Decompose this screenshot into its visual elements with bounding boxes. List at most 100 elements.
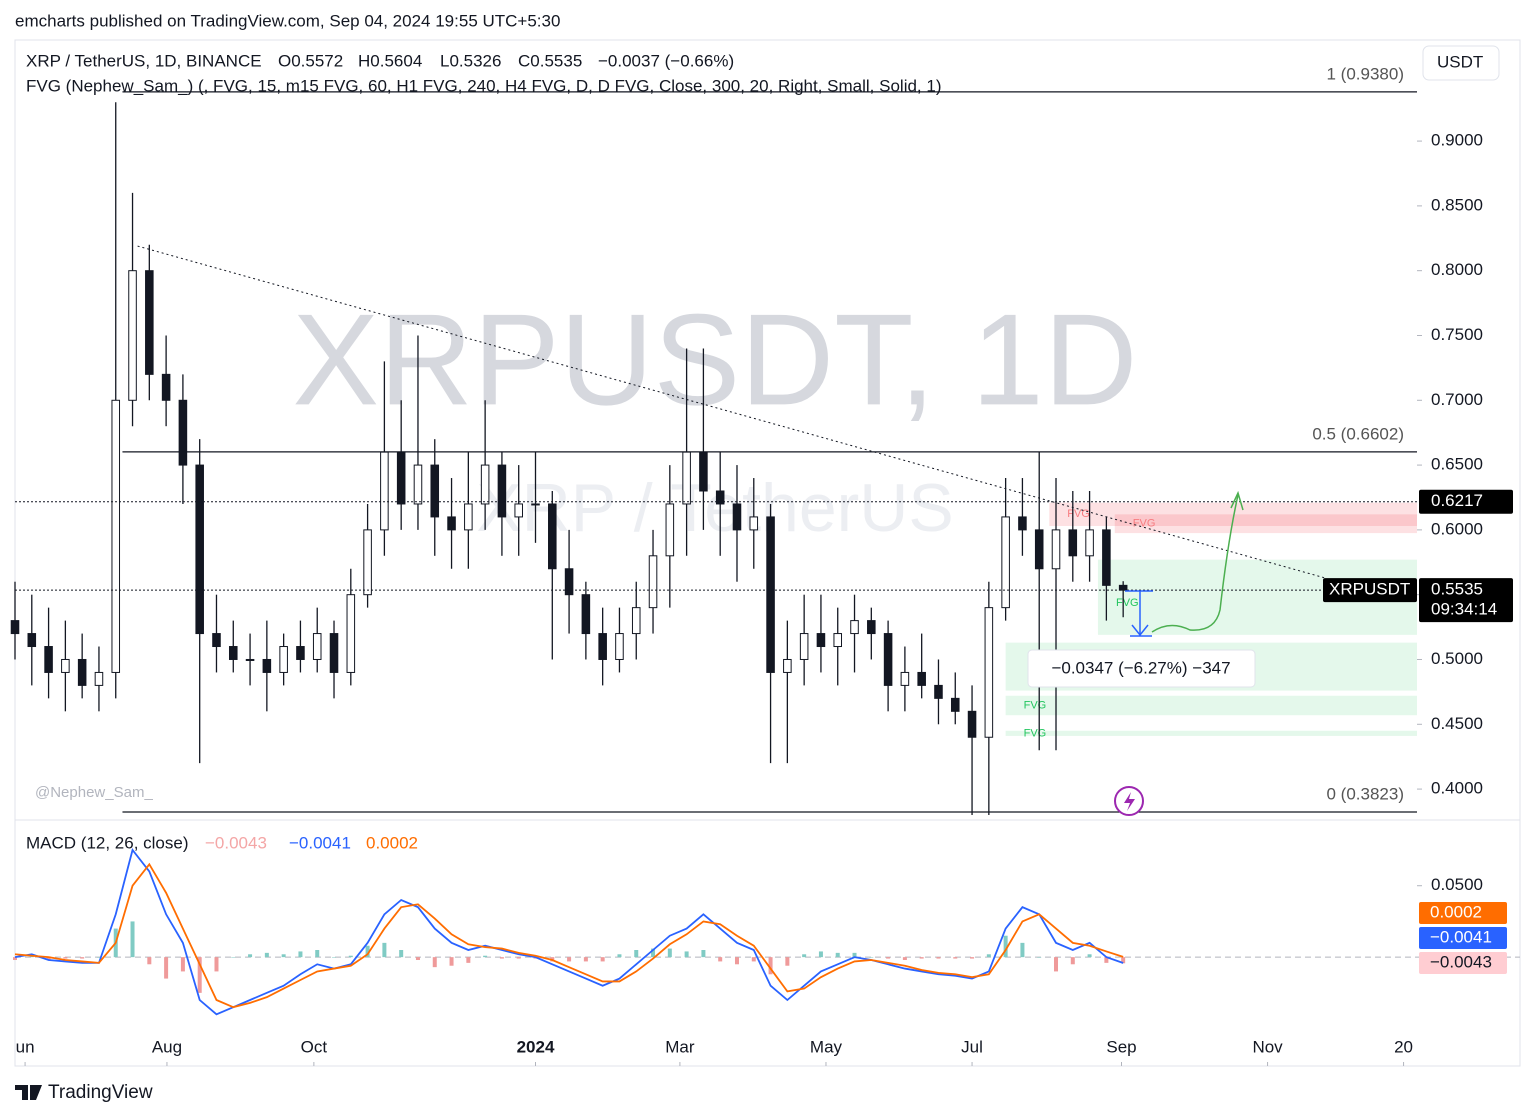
candle-body xyxy=(749,516,759,531)
histogram-bar xyxy=(634,950,639,958)
legend-value: 0.0002 xyxy=(366,833,418,852)
axis-value-box xyxy=(1419,927,1507,949)
candle-body xyxy=(984,607,994,738)
candle-body xyxy=(245,658,255,661)
axis-value-box xyxy=(1419,902,1507,924)
histogram-bar xyxy=(684,951,689,958)
histogram-bar xyxy=(869,957,874,958)
histogram-bar xyxy=(248,954,253,958)
histogram-bar xyxy=(214,957,219,972)
candle-body xyxy=(548,503,557,570)
y-tick-label: 0.6000 xyxy=(1431,519,1483,538)
histogram-bar xyxy=(466,957,471,963)
candle-body xyxy=(581,594,591,635)
legend-symbol: XRP / TetherUS, 1D, BINANCE xyxy=(26,51,262,70)
x-tick-label: Aug xyxy=(152,1037,182,1056)
histogram-bar xyxy=(365,945,370,958)
symbol-tag-box xyxy=(1323,578,1417,603)
y-tick-label: 0.6500 xyxy=(1431,455,1483,474)
histogram-bar xyxy=(600,957,605,962)
x-tick-label: 20 xyxy=(1394,1037,1413,1056)
candle-body xyxy=(1051,529,1061,570)
histogram-bar xyxy=(63,957,68,959)
candle-body xyxy=(598,633,607,660)
candle-body xyxy=(430,464,440,518)
macd-line xyxy=(14,848,1124,1016)
histogram-bar xyxy=(449,957,454,966)
histogram-bar xyxy=(970,957,975,959)
histogram-bar xyxy=(516,957,521,959)
histogram-bar xyxy=(483,955,488,958)
candle-body xyxy=(363,529,372,596)
histogram-bar xyxy=(1054,957,1059,972)
y-tick-label: 0.4500 xyxy=(1431,714,1483,733)
y-tick-label: 0.9000 xyxy=(1431,131,1483,150)
histogram-bar xyxy=(1003,935,1008,958)
histogram-bar xyxy=(348,955,353,958)
histogram-bar xyxy=(13,957,17,960)
histogram-bar xyxy=(667,948,672,958)
countdown: 09:34:14 xyxy=(1431,600,1497,619)
chart-frame xyxy=(14,39,1521,1067)
fvg-zone xyxy=(1005,730,1417,736)
candle-body xyxy=(497,464,507,518)
histogram-bar xyxy=(1070,957,1075,965)
currency-button[interactable] xyxy=(1422,45,1500,81)
candle-body xyxy=(161,373,171,401)
symbol-tag: XRPUSDT xyxy=(1329,580,1410,599)
watermark: XRPUSDT, 1D XRP / TetherUS xyxy=(292,286,1137,546)
histogram-bar xyxy=(1020,942,1025,958)
publish-header: emcharts published on TradingView.com, S… xyxy=(15,11,560,30)
histogram-bar xyxy=(382,942,387,958)
measure-box xyxy=(1027,649,1256,688)
histogram-bar xyxy=(919,957,924,959)
legend-high: H0.5604 xyxy=(358,51,422,70)
candle-body xyxy=(1068,529,1078,557)
candle-body xyxy=(1001,516,1010,609)
x-tick-label: May xyxy=(810,1037,843,1056)
histogram-bar xyxy=(583,957,588,962)
histogram-bar xyxy=(147,957,152,965)
histogram-bar xyxy=(936,957,941,959)
candle-body xyxy=(917,671,926,686)
candle-body xyxy=(531,503,540,506)
histogram-bar xyxy=(734,957,739,965)
histogram-bar xyxy=(130,921,135,958)
histogram-bar xyxy=(264,952,269,958)
histogram-bar xyxy=(852,952,857,958)
x-tick-label: Nov xyxy=(1252,1037,1283,1056)
histogram-bar xyxy=(802,954,807,958)
candle-body xyxy=(128,270,137,401)
candle-body xyxy=(10,620,20,635)
projection-arrow xyxy=(1151,494,1239,633)
histogram-bar xyxy=(315,950,320,958)
candle-body xyxy=(94,671,104,686)
histogram-bar xyxy=(567,957,572,962)
histogram-bar xyxy=(164,957,169,979)
candle-body xyxy=(783,658,792,673)
trendline xyxy=(137,245,1325,579)
histogram-bar xyxy=(785,957,790,966)
candle-body xyxy=(514,503,523,518)
y-tick-label: 0.5000 xyxy=(1431,649,1483,668)
plot: 0.40000.45000.50000.55000.60000.65000.70… xyxy=(10,64,1520,1066)
candle-body xyxy=(178,399,188,466)
candle-body xyxy=(1085,529,1094,557)
candle-body xyxy=(867,620,876,635)
histogram-bar xyxy=(1037,957,1042,958)
candle-body xyxy=(631,607,641,635)
candle-body xyxy=(228,646,238,660)
x-tick-label: Mar xyxy=(665,1037,695,1056)
candle-body xyxy=(480,464,490,505)
histogram-bar xyxy=(1087,954,1092,958)
histogram-bar xyxy=(835,952,840,958)
candle-body xyxy=(145,270,154,375)
currency-label[interactable]: USDT xyxy=(1437,52,1483,71)
candle-body xyxy=(682,451,691,505)
histogram-bar xyxy=(1121,957,1126,964)
y-tick-label: 0.8000 xyxy=(1431,260,1483,279)
y-tick-label: 0.8500 xyxy=(1431,195,1483,214)
indicator-legend: FVG (Nephew_Sam_) (, FVG, 15, m15 FVG, 6… xyxy=(26,76,942,95)
histogram-bar xyxy=(46,957,51,960)
measure-arrow xyxy=(1130,624,1152,637)
